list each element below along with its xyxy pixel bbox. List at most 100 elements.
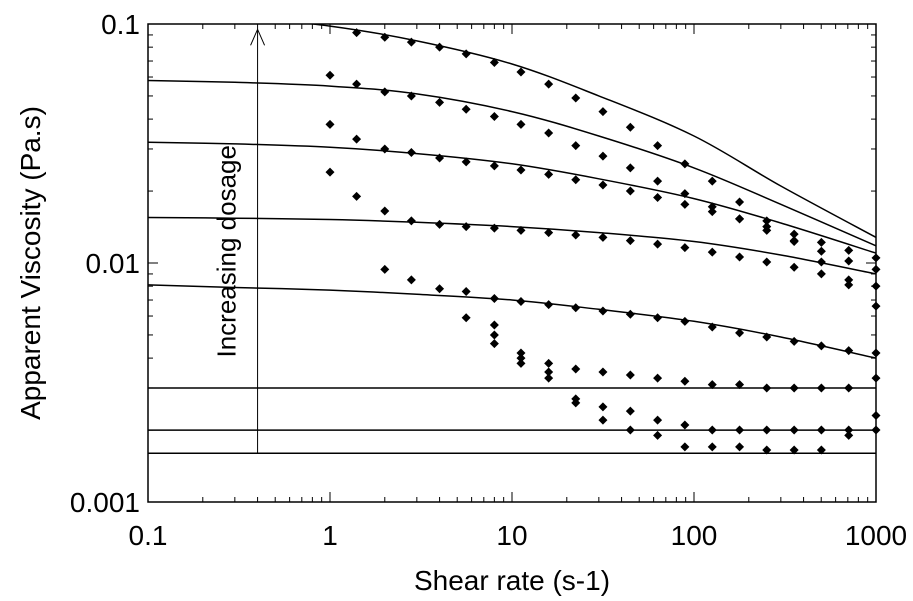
data-point: [516, 119, 526, 129]
plot-frame: [147, 23, 877, 503]
data-point: [461, 157, 471, 167]
data-point: [544, 367, 554, 377]
data-point: [653, 239, 663, 249]
data-point: [844, 256, 854, 266]
data-point: [489, 58, 499, 68]
data-point: [871, 281, 881, 291]
data-point: [571, 93, 581, 103]
data-point: [406, 91, 416, 101]
data-point: [789, 425, 799, 435]
data-point: [816, 257, 826, 267]
data-point: [352, 191, 362, 201]
y-tick-label: 0.1: [101, 9, 140, 40]
data-point: [680, 199, 690, 209]
data-point: [380, 264, 390, 274]
data-point: [625, 163, 635, 173]
data-point: [735, 442, 745, 452]
dosage-label: Increasing dosage: [212, 145, 242, 357]
data-point: [789, 262, 799, 272]
data-point: [489, 320, 499, 330]
data-point: [516, 353, 526, 363]
data-point: [598, 180, 608, 190]
data-point: [816, 445, 826, 455]
data-point: [707, 380, 717, 390]
data-point: [406, 216, 416, 226]
data-point: [435, 284, 445, 294]
x-tick-label: 10: [496, 520, 527, 551]
data-point: [598, 107, 608, 117]
data-point: [625, 370, 635, 380]
data-point: [762, 222, 772, 232]
data-point: [571, 141, 581, 151]
data-point: [598, 402, 608, 412]
data-point: [352, 28, 362, 38]
data-point: [816, 237, 826, 247]
x-tick-label: 1: [322, 520, 338, 551]
data-point: [544, 79, 554, 89]
data-point: [461, 286, 471, 296]
data-point: [871, 373, 881, 383]
data-point: [625, 425, 635, 435]
data-point: [380, 144, 390, 154]
data-point: [680, 376, 690, 386]
data-point: [489, 161, 499, 171]
data-point: [516, 67, 526, 77]
data-point: [489, 223, 499, 233]
dosage-annotation: Increasing dosage: [212, 28, 266, 454]
data-point: [544, 169, 554, 179]
data-point: [735, 380, 745, 390]
x-tick-label: 1000: [845, 520, 907, 551]
data-point: [789, 229, 799, 239]
data-point: [516, 225, 526, 235]
data-point: [871, 264, 881, 274]
y-tick-labels: 0.001 0.01 0.1: [70, 9, 140, 518]
data-point: [625, 236, 635, 246]
fit-curve: [148, 216, 876, 275]
x-axis-title: Shear rate (s-1): [414, 565, 610, 596]
y-tick-label: 0.001: [70, 487, 140, 518]
data-point: [844, 430, 854, 440]
data-point: [435, 97, 445, 107]
data-point: [653, 415, 663, 425]
data-point: [707, 322, 717, 332]
data-point: [816, 425, 826, 435]
data-point: [598, 415, 608, 425]
fit-curve: [148, 79, 876, 247]
data-point: [325, 119, 335, 129]
data-point: [844, 280, 854, 290]
data-point: [625, 186, 635, 196]
fit-curve: [148, 141, 876, 254]
data-point: [816, 341, 826, 351]
data-point: [489, 339, 499, 349]
data-point: [571, 230, 581, 240]
data-point: [625, 309, 635, 319]
data-point: [871, 425, 881, 435]
y-axis-title: Apparent Viscosity (Pa.s): [15, 106, 46, 420]
x-tick-label: 100: [671, 520, 718, 551]
data-point: [680, 316, 690, 326]
data-point: [435, 153, 445, 163]
data-point: [544, 358, 554, 368]
data-point: [762, 257, 772, 267]
data-point: [871, 348, 881, 358]
data-point: [789, 383, 799, 393]
data-point: [762, 383, 772, 393]
data-point: [762, 216, 772, 226]
data-point: [461, 313, 471, 323]
data-point: [598, 306, 608, 316]
data-point: [516, 358, 526, 368]
data-point: [871, 301, 881, 311]
data-point: [325, 70, 335, 80]
data-point: [544, 300, 554, 310]
data-point: [380, 87, 390, 97]
data-point: [816, 383, 826, 393]
plot-area: Increasing dosage: [147, 23, 881, 503]
data-point: [816, 246, 826, 256]
data-point: [707, 247, 717, 257]
data-point: [544, 228, 554, 238]
data-point: [844, 425, 854, 435]
data-point: [735, 214, 745, 224]
data-point: [653, 192, 663, 202]
data-point: [707, 207, 717, 217]
data-point: [461, 222, 471, 232]
